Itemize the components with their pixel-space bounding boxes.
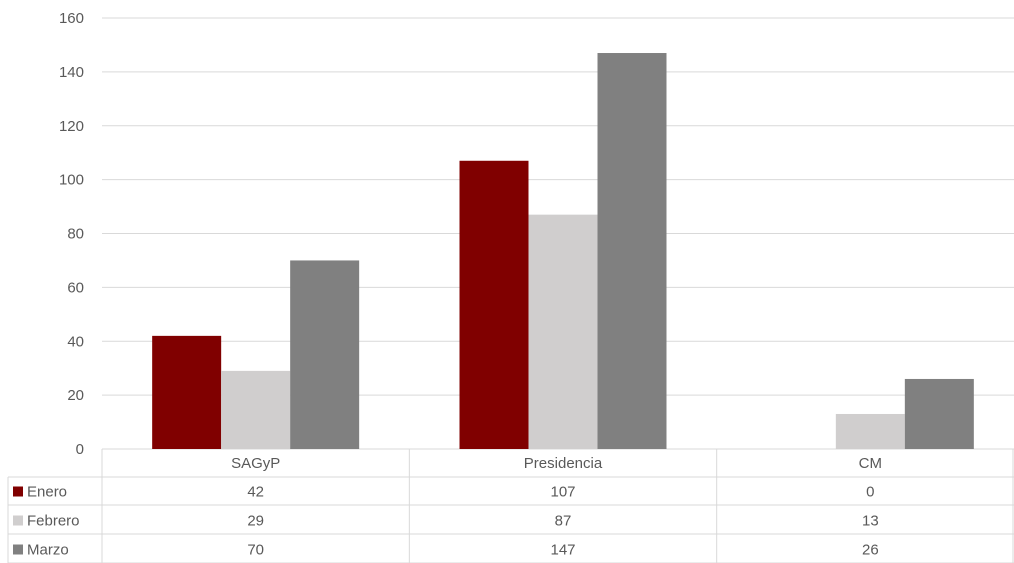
- data-value: 107: [550, 484, 575, 501]
- y-tick-label: 40: [67, 333, 84, 350]
- legend-label: Marzo: [27, 542, 69, 559]
- data-table: SAGyP Presidencia CM Enero 42 107 0 Febrero 29 87…: [7, 449, 1014, 563]
- x-category-label: CM: [859, 455, 882, 472]
- legend-key-enero: [13, 486, 23, 497]
- data-value: 29: [247, 513, 264, 530]
- data-value: 87: [555, 513, 572, 530]
- bar-febrero-cm: [835, 413, 905, 449]
- bar-marzo-presidencia: [597, 53, 667, 450]
- data-value: 26: [862, 542, 879, 559]
- data-value: 0: [866, 484, 874, 501]
- data-value: 42: [247, 484, 264, 501]
- data-value: 147: [550, 542, 575, 559]
- legend-key-febrero: [13, 515, 23, 526]
- y-tick-label: 100: [59, 172, 84, 189]
- bar-marzo-cm: [904, 378, 974, 449]
- bar-febrero-sagyp: [221, 370, 291, 449]
- data-value: 13: [862, 513, 879, 530]
- data-value: 70: [247, 542, 264, 559]
- bar-enero-presidencia: [459, 160, 529, 450]
- x-category-label: Presidencia: [524, 455, 603, 472]
- y-axis-tick-labels: 0 20 40 60 80 100 120 140 160: [59, 10, 84, 458]
- bar-enero-sagyp: [152, 335, 222, 449]
- legend-key-marzo: [13, 544, 23, 555]
- x-category-label: SAGyP: [231, 455, 280, 472]
- bars: [152, 53, 974, 450]
- y-tick-label: 160: [59, 10, 84, 27]
- legend-label: Febrero: [27, 513, 80, 530]
- y-tick-label: 0: [76, 441, 84, 458]
- bar-marzo-sagyp: [290, 260, 360, 449]
- y-tick-label: 120: [59, 118, 84, 135]
- y-tick-label: 60: [67, 279, 84, 296]
- bar-febrero-presidencia: [528, 214, 598, 449]
- y-tick-label: 140: [59, 64, 84, 81]
- legend-label: Enero: [27, 484, 67, 501]
- y-tick-label: 80: [67, 226, 84, 243]
- y-tick-label: 20: [67, 387, 84, 404]
